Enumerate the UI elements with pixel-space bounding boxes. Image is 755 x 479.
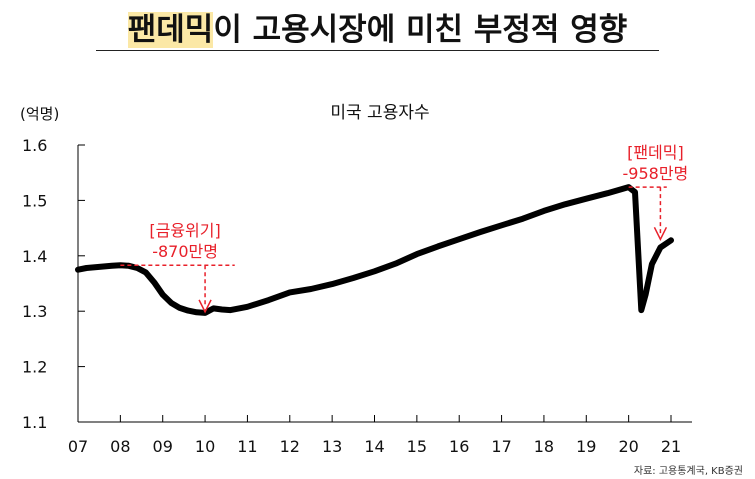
annotation-value: -958만명 (623, 164, 689, 183)
y-tick-label: 1.1 (22, 413, 47, 432)
title-rest: 이 고용시장에 미친 부정적 영향 (213, 12, 628, 48)
annotation-arrowhead (653, 226, 668, 241)
y-ticks: 1.6 1.5 1.4 1.3 1.2 1.1 (22, 136, 85, 432)
page-title: 팬데믹이 고용시장에 미친 부정적 영향 (0, 4, 755, 49)
title-highlight: 팬데믹 (127, 12, 214, 48)
x-tick-label: 11 (237, 437, 257, 456)
x-tick-label: 10 (195, 437, 215, 456)
annotation-value: -870만명 (152, 242, 218, 261)
x-tick-label: 13 (322, 437, 342, 456)
x-tick-label: 12 (280, 437, 300, 456)
x-tick-label: 16 (449, 437, 469, 456)
y-tick-label: 1.2 (22, 358, 47, 377)
x-tick-label: 19 (576, 437, 596, 456)
y-axis-label: (억명) (20, 105, 59, 123)
y-tick-label: 1.3 (22, 302, 47, 321)
annotation-label: [금융위기] (149, 221, 220, 240)
x-tick-label: 20 (618, 437, 638, 456)
y-tick-label: 1.5 (22, 191, 47, 210)
y-tick-label: 1.4 (22, 247, 47, 266)
title-underline (96, 50, 659, 51)
chart-title: 미국 고용자수 (330, 103, 429, 123)
annotation-arrowhead (198, 299, 212, 314)
x-tick-label: 08 (110, 437, 130, 456)
x-tick-label: 09 (153, 437, 173, 456)
annotations: [금융위기] -870만명 [팬데믹] -958만명 (120, 143, 689, 314)
x-tick-label: 21 (661, 437, 681, 456)
x-tick-label: 17 (491, 437, 511, 456)
x-tick-label: 07 (68, 437, 88, 456)
x-ticks: 07 08 09 10 11 12 13 14 15 16 17 18 19 20 21 (68, 415, 681, 456)
series-line (75, 184, 674, 316)
x-tick-label: 15 (407, 437, 427, 456)
x-tick-label: 18 (534, 437, 554, 456)
y-tick-label: 1.6 (22, 136, 47, 155)
x-tick-label: 14 (364, 437, 384, 456)
annotation-label: [팬데믹] (627, 143, 684, 162)
source-note: 자료: 고용통계국, KB증권 (633, 466, 743, 477)
